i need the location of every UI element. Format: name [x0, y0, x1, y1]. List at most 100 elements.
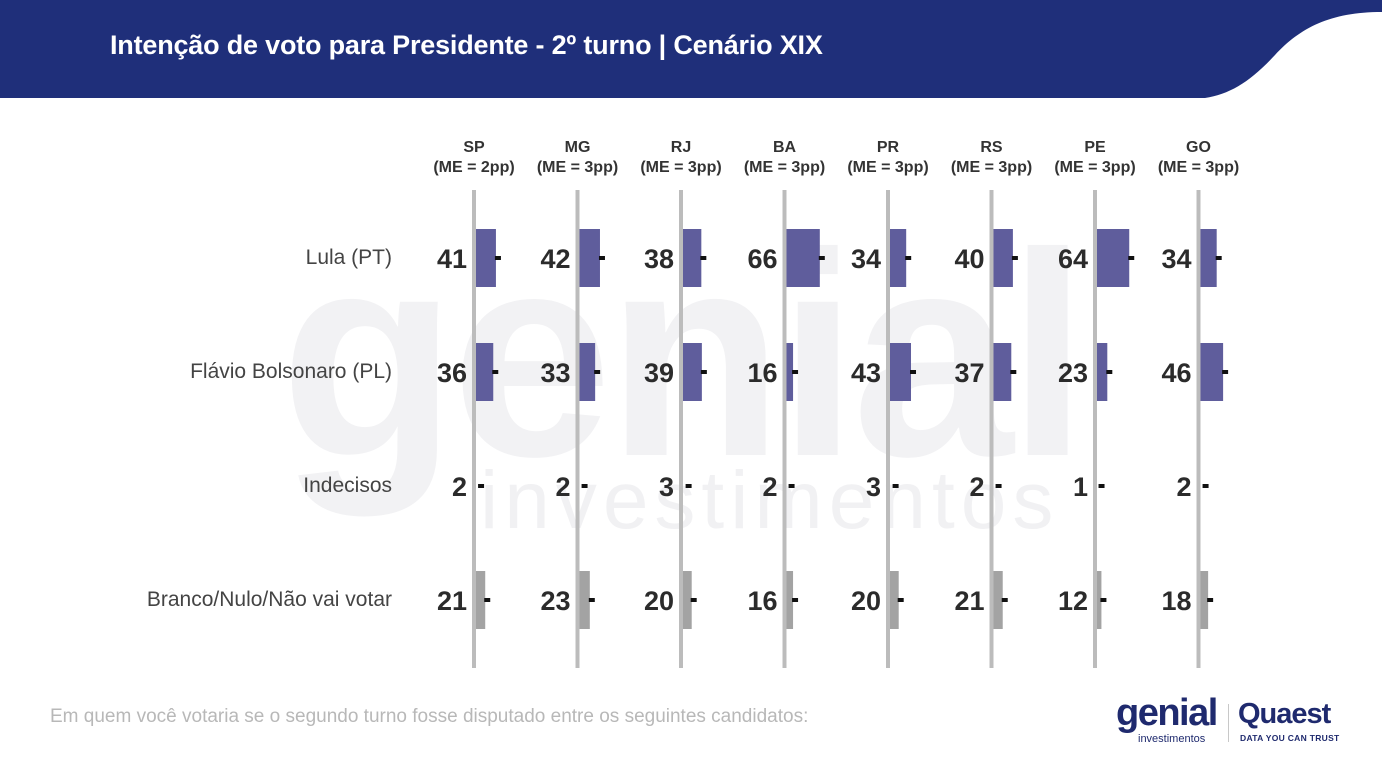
- error-marker: [1011, 256, 1018, 260]
- bar: [888, 229, 907, 287]
- error-marker: [897, 598, 904, 602]
- value-label: 46: [1161, 358, 1191, 388]
- error-marker: [1001, 598, 1008, 602]
- state-margin-of-error: (ME = 3pp): [950, 159, 1033, 176]
- state-name: SP: [463, 139, 485, 156]
- value-label: 23: [1058, 358, 1088, 388]
- state-header-pr: PR (ME = 3pp): [833, 138, 943, 178]
- bar: [1198, 571, 1209, 629]
- value-label: 38: [644, 244, 674, 274]
- axis-line: [782, 190, 787, 668]
- value-label: 34: [1161, 244, 1191, 274]
- value-label: 66: [747, 244, 777, 274]
- value-label: 16: [747, 358, 777, 388]
- value-label: 20: [644, 586, 674, 616]
- state-margin-of-error: (ME = 3pp): [536, 159, 619, 176]
- value-label: 3: [866, 472, 881, 502]
- quaest-logo-tagline: DATA YOU CAN TRUST: [1240, 733, 1340, 743]
- error-marker: [581, 484, 588, 488]
- bar: [784, 571, 794, 629]
- error-marker: [685, 484, 692, 488]
- bar: [784, 229, 820, 287]
- state-name: PR: [876, 139, 900, 156]
- header-shape: [0, 0, 1382, 98]
- error-marker: [892, 484, 899, 488]
- error-marker: [1215, 256, 1222, 260]
- error-marker: [1106, 370, 1113, 374]
- bar: [1095, 229, 1130, 287]
- logo-divider: [1228, 704, 1229, 742]
- error-marker: [700, 256, 707, 260]
- value-label: 40: [954, 244, 984, 274]
- genial-logo: genial investimentos: [1116, 694, 1226, 748]
- state-header-ba: BA (ME = 3pp): [730, 138, 840, 178]
- value-label: 2: [1176, 472, 1191, 502]
- state-header-rj: RJ (ME = 3pp): [626, 138, 736, 178]
- value-label: 3: [659, 472, 674, 502]
- axis-line: [679, 190, 683, 668]
- row-label: Indecisos: [303, 474, 392, 497]
- bar: [681, 343, 702, 401]
- bar: [474, 229, 496, 287]
- error-marker: [700, 370, 707, 374]
- state-name: RS: [980, 139, 1003, 156]
- error-marker: [905, 256, 912, 260]
- value-label: 37: [954, 358, 984, 388]
- axis-line: [886, 190, 890, 668]
- bar: [888, 343, 912, 401]
- bar: [474, 571, 486, 629]
- error-marker: [788, 484, 795, 488]
- axis-line: [989, 190, 994, 668]
- bar: [991, 229, 1013, 287]
- value-label: 39: [644, 358, 674, 388]
- bar: [1095, 343, 1108, 401]
- row-label: Flávio Bolsonaro (PL): [190, 360, 392, 383]
- value-label: 21: [954, 586, 984, 616]
- state-header-mg: MG (ME = 3pp): [523, 138, 633, 178]
- error-marker: [492, 370, 499, 374]
- error-marker: [818, 256, 825, 260]
- bar: [681, 571, 692, 629]
- error-marker: [478, 484, 485, 488]
- value-label: 34: [851, 244, 881, 274]
- state-margin-of-error: (ME = 2pp): [433, 159, 515, 176]
- row-label: Lula (PT): [305, 246, 392, 269]
- footnote: Em quem você votaria se o segundo turno …: [50, 706, 809, 727]
- value-label: 41: [437, 244, 467, 274]
- bar: [577, 571, 590, 629]
- genial-logo-wordmark: genial: [1116, 692, 1218, 734]
- value-label: 2: [762, 472, 777, 502]
- error-marker: [690, 598, 697, 602]
- row-label: Branco/Nulo/Não vai votar: [146, 588, 392, 611]
- state-margin-of-error: (ME = 3pp): [1157, 159, 1240, 176]
- value-label: 1: [1073, 472, 1088, 502]
- value-label: 64: [1058, 244, 1088, 274]
- value-label: 20: [851, 586, 881, 616]
- value-label: 2: [452, 472, 467, 502]
- value-label: 2: [969, 472, 984, 502]
- state-margin-of-error: (ME = 3pp): [640, 159, 722, 176]
- bar: [1198, 229, 1217, 287]
- bar: [784, 343, 794, 401]
- state-name: MG: [564, 139, 591, 156]
- bar: [577, 229, 600, 287]
- value-label: 33: [540, 358, 570, 388]
- error-marker: [494, 256, 501, 260]
- value-label: 21: [437, 586, 467, 616]
- bar: [888, 571, 899, 629]
- state-name: RJ: [670, 139, 692, 156]
- value-label: 43: [851, 358, 881, 388]
- error-marker: [910, 370, 917, 374]
- state-name: PE: [1084, 139, 1106, 156]
- value-label: 42: [540, 244, 570, 274]
- value-label: 36: [437, 358, 467, 388]
- state-name: BA: [772, 139, 797, 156]
- axis-line: [1093, 190, 1097, 668]
- bar: [577, 343, 596, 401]
- error-marker: [484, 598, 491, 602]
- axis-line: [1196, 190, 1201, 668]
- quaest-logo: Quaest DATA YOU CAN TRUST: [1238, 700, 1348, 748]
- error-marker: [792, 370, 799, 374]
- axis-line: [575, 190, 580, 668]
